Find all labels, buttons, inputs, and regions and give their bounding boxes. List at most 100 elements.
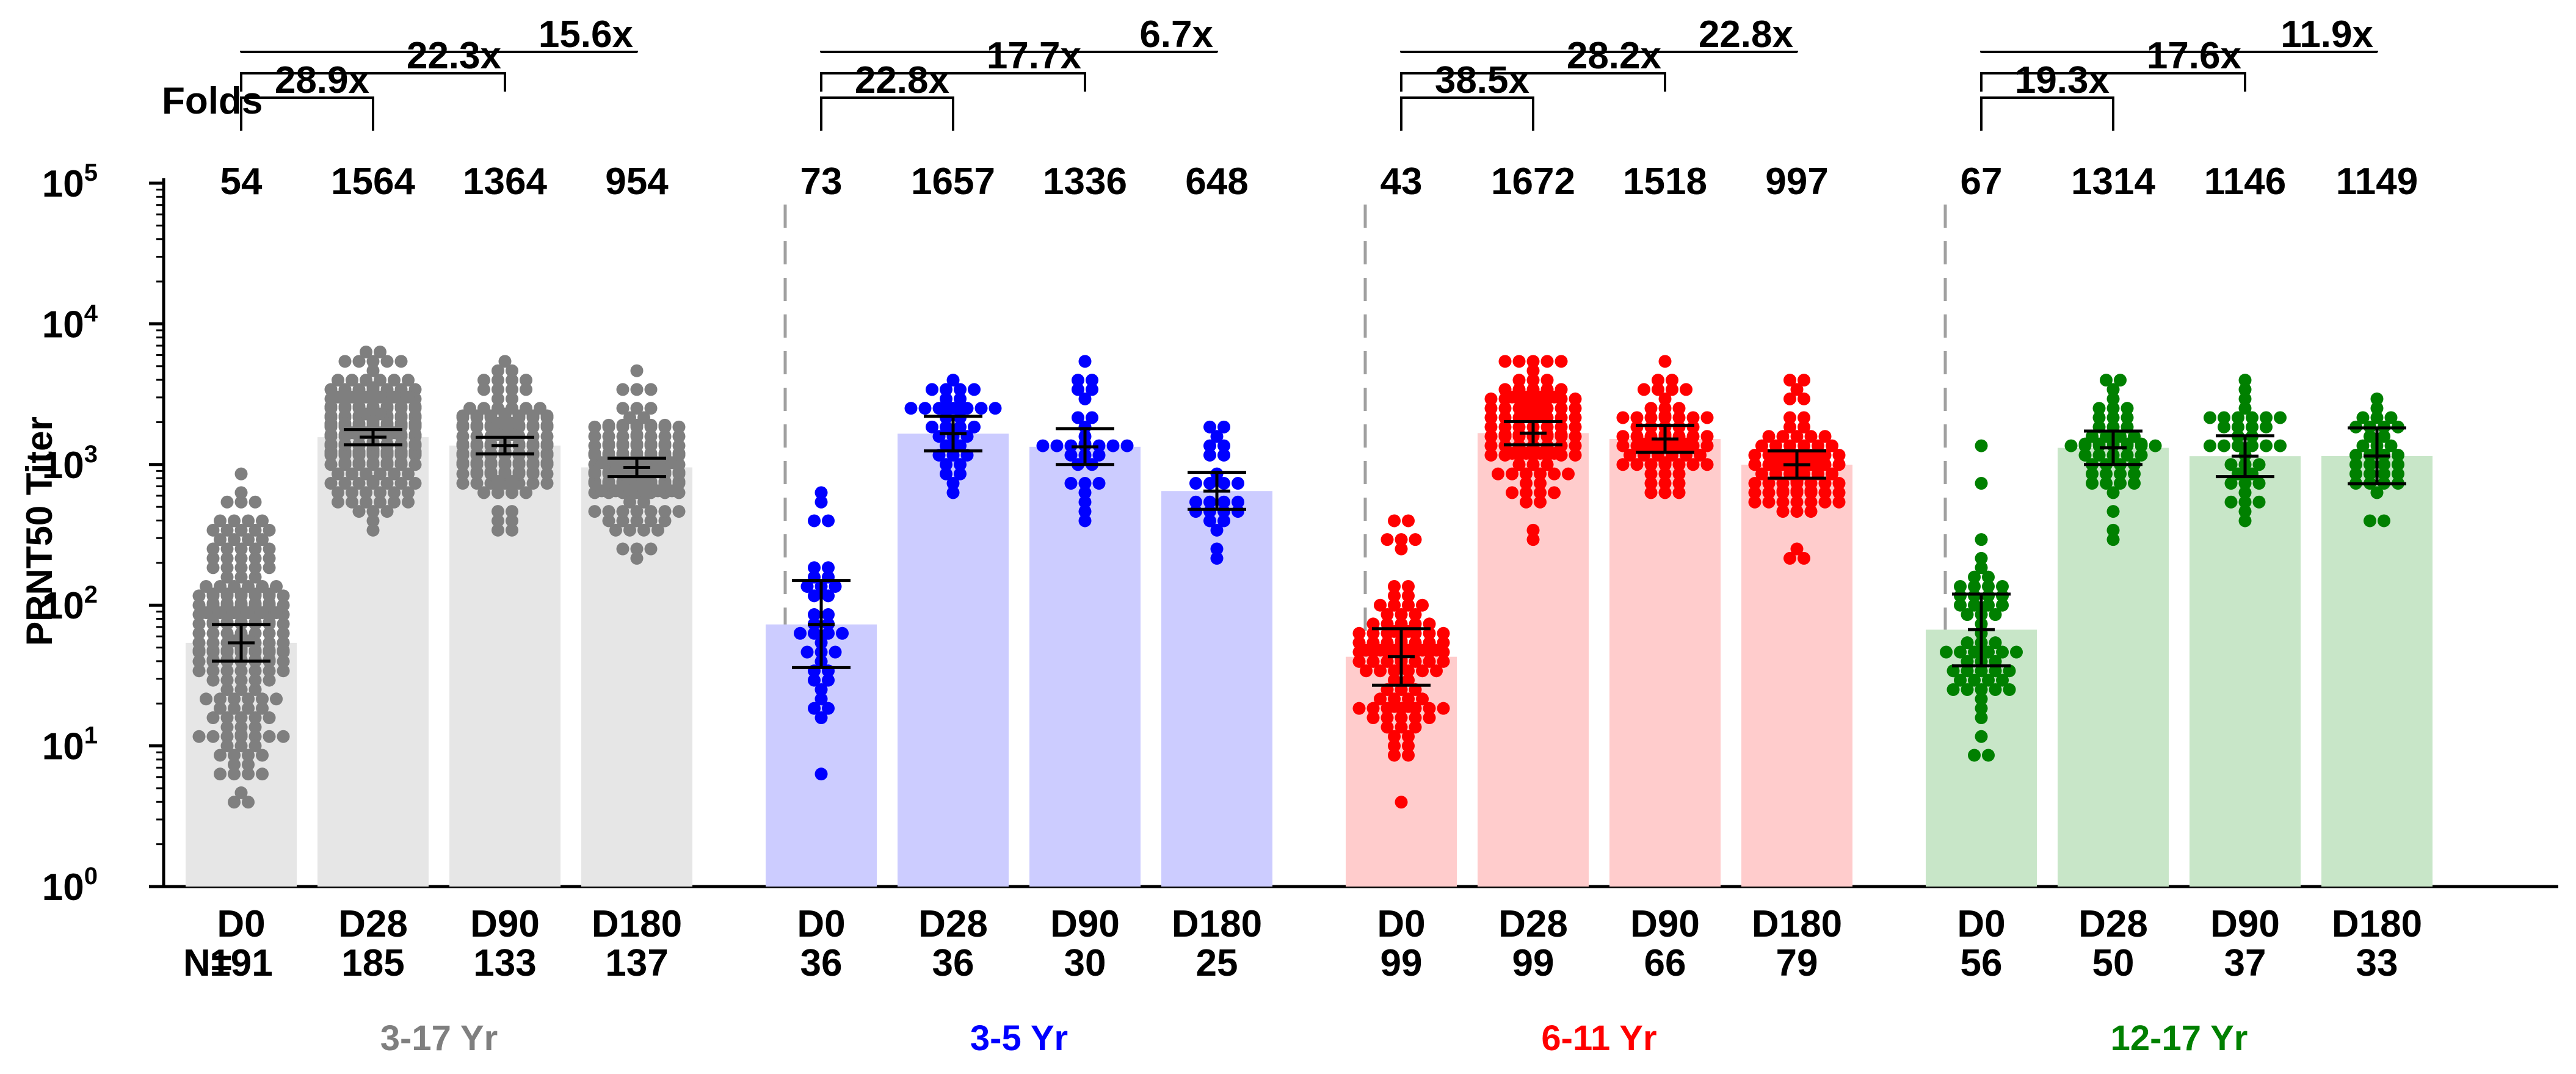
titer-point — [1776, 495, 1790, 509]
titer-point — [352, 505, 366, 518]
titer-point — [836, 626, 849, 640]
titer-point — [1954, 598, 1967, 612]
titer-point — [616, 514, 629, 528]
titer-point — [270, 692, 283, 706]
titer-point — [1783, 420, 1796, 434]
titer-point — [234, 542, 248, 556]
titer-point — [192, 730, 206, 743]
titer-point — [263, 542, 276, 556]
titer-point — [808, 673, 821, 687]
titer-point — [1954, 673, 1967, 687]
titer-point — [1812, 456, 1824, 470]
titer-point — [1954, 645, 1967, 659]
titer-point — [242, 579, 255, 593]
y-tick-label: 101 — [42, 722, 98, 768]
timepoint-label: D0 — [1377, 903, 1425, 945]
titer-point — [2121, 411, 2134, 424]
titer-point — [1755, 439, 1768, 452]
titer-point — [1790, 495, 1804, 509]
titer-point — [492, 486, 504, 499]
titer-point — [402, 467, 415, 481]
n-value-label: 66 — [1644, 942, 1686, 984]
titer-point — [1540, 355, 1554, 368]
titer-point — [242, 514, 255, 528]
titer-point — [1232, 477, 1244, 490]
titer-point — [1961, 636, 1974, 650]
titer-point — [1672, 467, 1686, 481]
titer-point — [332, 467, 344, 481]
titer-point — [506, 428, 518, 441]
titer-point — [1484, 420, 1498, 434]
gmt-value-label: 73 — [800, 161, 843, 203]
titer-point — [484, 465, 498, 479]
titer-point — [2135, 448, 2148, 462]
titer-point — [1520, 446, 1533, 460]
titer-point — [1989, 683, 2002, 696]
titer-point — [808, 626, 821, 640]
fold-label: 22.3x — [407, 35, 502, 77]
titer-point — [1437, 655, 1450, 668]
fold-label: 17.6x — [2147, 35, 2242, 77]
titer-point — [192, 617, 206, 631]
titer-point — [954, 439, 967, 452]
titer-point — [2010, 645, 2023, 659]
titer-point — [2384, 411, 2398, 424]
titer-point — [1430, 664, 1443, 678]
titer-point — [940, 439, 952, 452]
n-value-label: 137 — [605, 942, 668, 984]
titer-point — [644, 402, 658, 415]
titer-point — [940, 458, 952, 471]
titer-point — [506, 523, 518, 537]
titer-point — [338, 355, 352, 368]
y-tick-exponent: 4 — [84, 300, 98, 327]
titer-point — [228, 767, 241, 781]
titer-point — [1217, 439, 1230, 452]
titer-point — [1232, 495, 1244, 509]
titer-point — [374, 345, 386, 358]
titer-point — [1954, 579, 1967, 593]
fold-bracket — [1400, 96, 1534, 131]
titer-point — [1996, 598, 2009, 612]
titer-point — [1975, 533, 1988, 546]
titer-point — [402, 495, 415, 509]
titer-point — [644, 383, 658, 396]
titer-point — [492, 523, 504, 537]
titer-point — [470, 456, 484, 470]
titer-point — [2106, 505, 2120, 518]
titer-point — [1672, 477, 1686, 490]
titer-point — [800, 579, 814, 593]
titer-point — [1672, 420, 1686, 434]
titer-point — [1975, 692, 1988, 706]
titer-point — [2392, 448, 2404, 462]
titer-point — [388, 495, 401, 509]
group-name-label: 3-17 Yr — [380, 1018, 498, 1058]
titer-point — [794, 626, 807, 640]
titer-point — [1540, 458, 1554, 471]
timepoint-label: D180 — [592, 903, 682, 945]
titer-point — [1555, 402, 1568, 415]
titer-point — [2128, 467, 2141, 481]
titer-point — [206, 711, 220, 725]
titer-point — [228, 749, 241, 762]
titer-point — [1402, 700, 1415, 713]
titer-point — [602, 446, 615, 460]
titer-point — [477, 383, 490, 396]
titer-point — [1832, 458, 1846, 471]
titer-point — [2106, 523, 2120, 537]
titer-point — [1395, 533, 1408, 546]
titer-point — [1975, 711, 1988, 725]
titer-point — [1388, 730, 1401, 743]
titer-point — [2100, 430, 2113, 443]
titer-point — [1395, 796, 1408, 809]
titer-point — [1402, 514, 1415, 528]
titer-point — [1498, 402, 1512, 415]
titer-point — [1217, 448, 1230, 462]
titer-point — [946, 477, 960, 490]
titer-point — [456, 456, 470, 470]
titer-point — [2392, 458, 2404, 471]
gmt-value-label: 1146 — [2204, 161, 2287, 203]
titer-point — [1666, 383, 1678, 396]
titer-point — [1658, 477, 1672, 490]
titer-point — [1423, 702, 1436, 715]
titer-point — [220, 551, 234, 565]
